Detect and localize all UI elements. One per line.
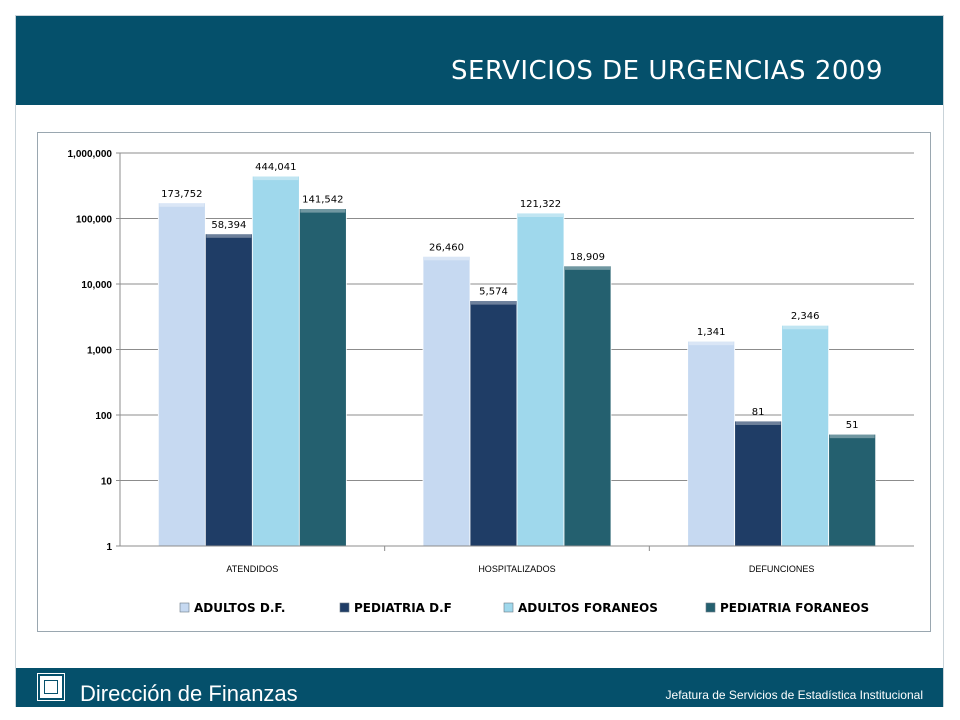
bar — [298, 208, 347, 547]
legend-entry: PEDIATRIA FORANEOS — [720, 601, 869, 615]
data-label: 173,752 — [161, 189, 202, 200]
y-tick-label: 10,000 — [81, 280, 112, 291]
bar-highlight — [829, 434, 875, 439]
bar — [422, 255, 471, 547]
bar-highlight — [206, 233, 252, 238]
bar-highlight — [735, 420, 781, 425]
bar-highlight — [300, 208, 346, 213]
footer-bar: Dirección de Finanzas Jefatura de Servic… — [16, 668, 943, 707]
footer-department: Dirección de Finanzas — [80, 681, 298, 706]
bar — [251, 175, 300, 547]
bar-highlight — [424, 256, 469, 261]
bar — [157, 202, 206, 547]
bar — [781, 324, 830, 547]
footer-office: Jefatura de Servicios de Estadística Ins… — [665, 688, 923, 702]
y-tick-label: 100,000 — [76, 215, 113, 226]
header-bar: SERVICIOS DE URGENCIAS 2009 — [16, 16, 943, 105]
y-tick-label: 1,000,000 — [68, 149, 113, 160]
legend-entry: ADULTOS D.F. — [194, 601, 285, 615]
y-tick-label: 1,000 — [87, 346, 112, 357]
legend-swatch — [705, 602, 716, 613]
bar-chart: 1 10 100 1,000 10,000 100,000 1,000,000 173,752… — [68, 149, 914, 615]
x-tick-label: DEFUNCIONES — [749, 564, 815, 574]
data-label: 444,041 — [255, 162, 296, 173]
data-label: 121,322 — [520, 199, 561, 210]
data-label: 2,346 — [791, 311, 820, 322]
bar — [204, 233, 253, 547]
chart-container: 1 10 100 1,000 10,000 100,000 1,000,000 173,752… — [37, 132, 931, 632]
data-label: 141,542 — [302, 195, 343, 206]
legend-entry: PEDIATRIA D.F — [354, 601, 452, 615]
data-label: 5,574 — [479, 287, 508, 298]
bar — [828, 433, 877, 547]
page-title: SERVICIOS DE URGENCIAS 2009 — [451, 56, 883, 86]
bar-highlight — [159, 202, 205, 207]
x-tick-label: ATENDIDOS — [226, 564, 278, 574]
x-tick-label: HOSPITALIZADOS — [478, 564, 555, 574]
data-label: 18,909 — [570, 252, 605, 263]
data-label: 51 — [846, 420, 859, 431]
bar-highlight — [518, 213, 563, 218]
bar-highlight — [253, 176, 299, 181]
bar-highlight — [565, 265, 610, 270]
bar — [687, 340, 736, 547]
bar — [734, 420, 783, 547]
bar — [516, 212, 565, 547]
data-label: 1,341 — [697, 327, 726, 338]
y-tick-label: 100 — [95, 411, 112, 422]
institution-logo-icon — [37, 673, 65, 701]
legend-swatch — [339, 602, 350, 613]
bar — [469, 300, 518, 547]
data-label: 26,460 — [429, 242, 464, 253]
y-tick-label: 1 — [106, 542, 112, 553]
legend-swatch — [179, 602, 190, 613]
bar — [563, 265, 612, 547]
bar-highlight — [782, 325, 828, 330]
data-label: 58,394 — [211, 220, 246, 231]
legend-entry: ADULTOS FORANEOS — [518, 601, 658, 615]
y-tick-label: 10 — [101, 477, 113, 488]
bar-highlight — [471, 300, 516, 305]
data-label: 81 — [752, 407, 765, 418]
bar-highlight — [688, 341, 734, 346]
legend-swatch — [503, 602, 514, 613]
